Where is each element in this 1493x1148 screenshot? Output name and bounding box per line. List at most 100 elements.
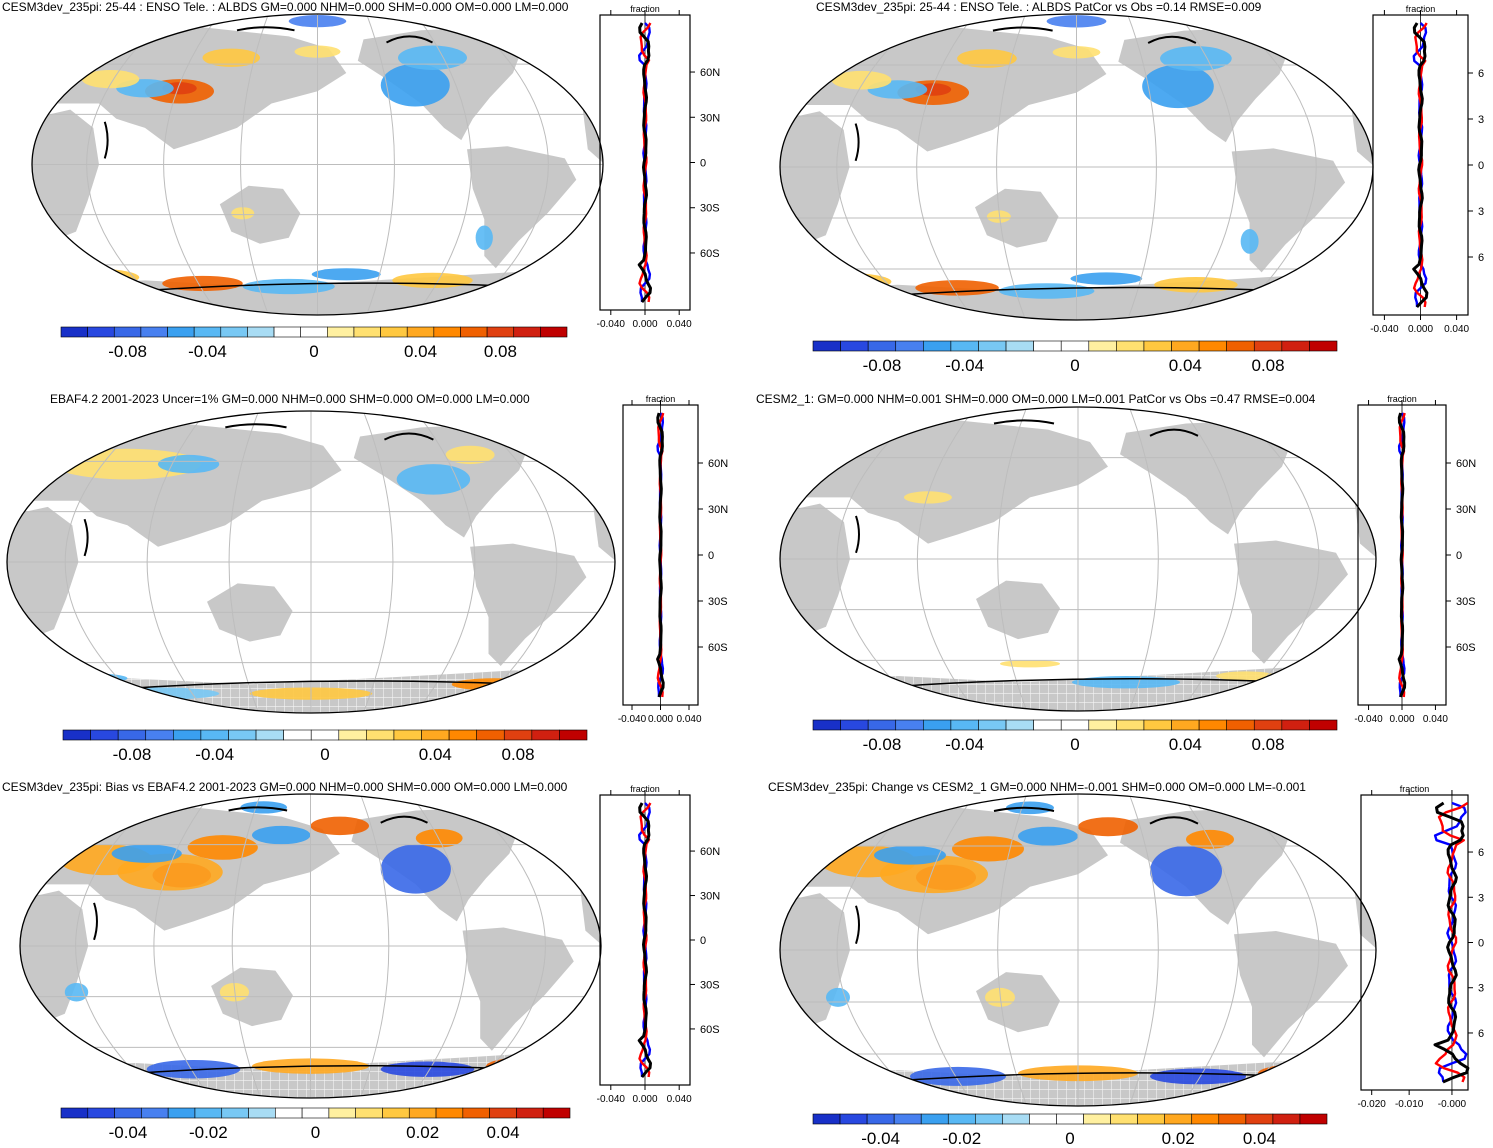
colorbar-segment [327,326,355,338]
y-tick-label: 0 [1478,160,1484,172]
colorbar-segment [1253,719,1283,731]
zonal-mean-line [637,22,652,303]
colorbar-segment [382,1107,410,1119]
y-tick-label: 30S [1456,596,1476,608]
colorbar-segment [433,326,461,338]
colorbar-segment [476,729,505,741]
colorbar-segment [435,1107,464,1119]
colorbar-segment [923,340,952,352]
anomaly-patch [311,268,381,281]
map-outline [779,793,1377,1107]
colorbar-segment [489,1107,517,1119]
colorbar-segment [460,326,488,338]
x-tick-label: -0.040 [1370,324,1399,335]
anomaly-patch [1154,277,1238,293]
colorbar-segment [1281,340,1310,352]
anomaly-patch [35,268,140,287]
colorbar-segment [1005,719,1034,731]
zonal-mean-line [1412,22,1429,309]
colorbar-segment [542,1107,571,1119]
colorbar-segment [1198,719,1227,731]
colorbar-segment [220,326,248,338]
colorbar-segment [380,326,408,338]
colorbar-segment [1088,719,1117,731]
colorbar-segment [62,729,91,741]
anomaly-patch [952,836,1024,862]
meridian-line [1231,794,1320,1106]
y-tick-label: 60N [1456,458,1476,470]
anomaly-patch [904,491,952,504]
colorbar: -0.08 -0.04 0 0.04 0.08 [60,326,568,361]
colorbar-segment [840,719,869,731]
map-outline [31,13,604,316]
colorbar-tick-label: 0.08 [484,342,517,361]
anomaly-patch [202,48,260,67]
colorbar-segment [355,1107,383,1119]
panel-title: EBAF4.2 2001-2023 Uncer=1% GM=0.000 NHM=… [50,392,530,406]
meridian-line [996,14,1027,320]
south-america-land [462,927,574,1051]
anomaly-patch [158,454,220,474]
panel-title: CESM3dev_235pi: Bias vs EBAF4.2 2001-202… [2,780,568,794]
anomaly-patch [252,825,311,845]
x-tick-label: 0.040 [1444,324,1469,335]
anomaly-patch [1150,845,1222,897]
colorbar-segment [1226,719,1255,731]
colorbar-segment [353,326,381,338]
anomaly-patch [392,272,473,289]
colorbar-segment [248,1107,276,1119]
coastline [867,677,1289,690]
map-content [7,411,615,713]
anomaly-patch [451,678,538,691]
colorbar-segment [503,729,533,741]
colorbar: -0.04 -0.02 0 0.02 0.04 [812,1113,1328,1148]
axis-label: fraction [1387,394,1417,404]
meridian-line [409,794,468,1098]
colorbar: -0.08 -0.04 0 0.04 0.08 [62,729,588,764]
meridian-line [240,14,269,315]
colorbar-segment [141,1107,169,1119]
meridian-line [1178,14,1237,320]
colorbar-tick-label: 0.08 [1252,356,1285,375]
meridian-line [359,794,390,1098]
meridian-line [362,411,394,713]
meridian-line [916,14,975,320]
x-tick-label: -0.040 [597,319,626,330]
south-america-land [1234,931,1348,1058]
coastline [105,1064,516,1077]
meridian-line [917,407,976,711]
colorbar-segment [1272,1113,1301,1125]
anomaly-patch [783,272,892,292]
colorbar-segment [421,729,450,741]
y-tick-label: 30N [1456,504,1476,516]
south-america-land [1231,148,1346,273]
meridian-line [163,14,220,315]
colorbar-segment [895,340,924,352]
coastline [116,282,519,294]
colorbar-tick-label: 0 [309,342,318,361]
coastline [236,26,295,32]
colorbar-tick-label: 0 [320,745,329,764]
africa-land [780,111,850,245]
y-tick-label: 0 [700,935,706,947]
anomaly-patch [187,835,258,860]
x-tick-label: 0.000 [632,1094,657,1105]
colorbar-segment [1299,1113,1328,1125]
colorbar-segment [1171,719,1200,731]
meridian-line [415,14,472,315]
colorbar-segment [194,1107,223,1119]
x-tick-label: 0.040 [1423,714,1448,725]
colorbar-segment [1060,719,1090,731]
y-tick-label: 30N [708,504,728,516]
colorbar-segment [393,729,422,741]
colorbar-segment [328,1107,356,1119]
colorbar-segment [87,1107,115,1119]
colorbar-tick-label: 0.04 [1169,735,1202,754]
colorbar-segment [200,729,229,741]
africa-land [32,109,99,241]
anomaly-patch [998,283,1095,299]
colorbar-segment [255,729,284,741]
meridian-line [467,411,558,713]
y-tick-label: 30S [708,596,728,608]
axis-label: fraction [630,784,660,794]
